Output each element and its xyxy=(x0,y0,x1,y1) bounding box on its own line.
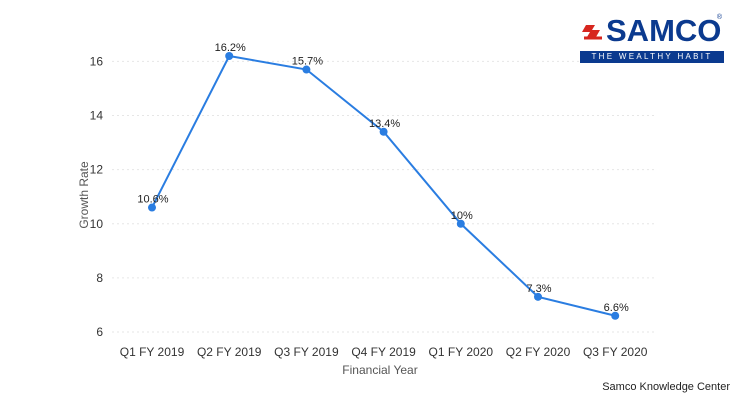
y-tick-label: 6 xyxy=(96,325,103,339)
series-line xyxy=(151,54,616,317)
samco-logo: SAMCO ® THE WEALTHY HABIT xyxy=(580,14,724,66)
source-credit: Samco Knowledge Center xyxy=(602,381,730,393)
data-labels: 10.6% 16.2% 15.7% 13.4% 10% 7.3% 6.6% xyxy=(137,42,629,314)
x-axis-ticks: Q1 FY 2019 Q2 FY 2019 Q3 FY 2019 Q4 FY 2019… xyxy=(120,345,648,359)
x-tick-label: Q1 FY 2019 xyxy=(120,345,185,359)
x-tick-label: Q3 FY 2019 xyxy=(274,345,339,359)
x-tick-label: Q3 FY 2020 xyxy=(583,345,648,359)
y-tick-label: 10 xyxy=(90,217,104,231)
data-point xyxy=(379,127,388,136)
y-tick-label: 14 xyxy=(90,109,104,123)
y-tick-label: 12 xyxy=(90,163,104,177)
data-label: 13.4% xyxy=(369,118,400,130)
data-label: 15.7% xyxy=(292,56,323,68)
data-point xyxy=(225,52,234,60)
y-tick-label: 16 xyxy=(90,54,104,68)
data-label: 6.6% xyxy=(604,302,629,314)
x-tick-label: Q1 FY 2020 xyxy=(429,345,494,359)
data-point xyxy=(534,292,542,301)
series-growth-rate xyxy=(148,52,620,320)
brand-tagline: THE WEALTHY HABIT xyxy=(580,51,724,63)
data-label: 16.2% xyxy=(215,42,246,54)
x-tick-label: Q4 FY 2019 xyxy=(351,345,416,359)
x-axis-title: Financial Year xyxy=(342,363,417,377)
data-label: 7.3% xyxy=(526,283,551,295)
data-label: 10% xyxy=(451,210,473,222)
x-tick-label: Q2 FY 2020 xyxy=(506,345,571,359)
data-point xyxy=(302,65,311,74)
samco-logo-icon xyxy=(582,25,602,40)
y-tick-label: 8 xyxy=(96,271,103,285)
y-axis-title: Growth Rate xyxy=(77,161,91,229)
registered-mark: ® xyxy=(716,14,722,21)
grid-lines xyxy=(112,60,655,333)
data-label: 10.6% xyxy=(137,194,168,206)
data-point xyxy=(611,311,620,320)
data-point xyxy=(148,203,156,212)
y-axis-ticks: 6 8 10 12 14 16 xyxy=(90,54,104,339)
brand-name: SAMCO xyxy=(606,13,722,48)
x-tick-label: Q2 FY 2019 xyxy=(197,345,262,359)
data-point xyxy=(456,219,465,228)
logo-main: SAMCO xyxy=(580,14,724,48)
